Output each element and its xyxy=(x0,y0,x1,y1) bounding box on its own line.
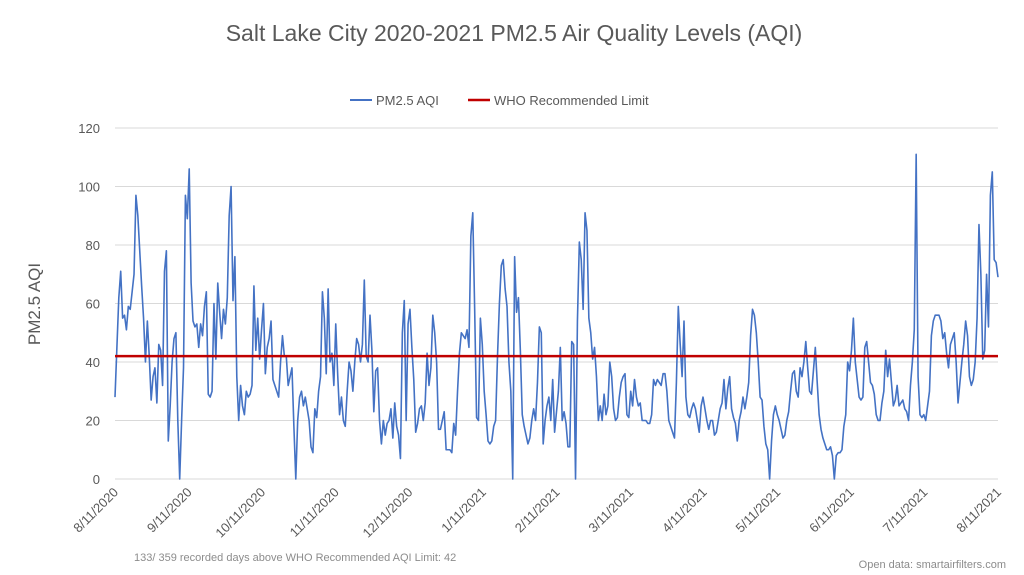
x-tick-label: 9/11/2020 xyxy=(144,485,195,536)
x-tick-label: 11/11/2020 xyxy=(287,485,342,540)
chart-title: Salt Lake City 2020-2021 PM2.5 Air Quali… xyxy=(226,20,803,46)
y-tick-label: 20 xyxy=(86,414,100,429)
series-line-pm25-aqi xyxy=(114,153,999,480)
x-tick-label: 12/11/2020 xyxy=(360,485,416,541)
x-tick-label: 10/11/2020 xyxy=(212,485,268,541)
x-tick-label: 1/11/2021 xyxy=(438,485,489,536)
footer-left-note: 133/ 359 recorded days above WHO Recomme… xyxy=(134,552,456,564)
series-layer xyxy=(114,153,999,480)
x-tick-label: 5/11/2021 xyxy=(733,485,784,536)
y-tick-label: 120 xyxy=(78,121,100,136)
y-axis-ticks: 0 20 40 60 80 100 120 xyxy=(78,121,100,487)
x-tick-label: 4/11/2021 xyxy=(659,485,710,536)
x-tick-label: 3/11/2021 xyxy=(585,485,636,536)
y-tick-label: 80 xyxy=(86,238,100,253)
y-axis-label: PM2.5 AQI xyxy=(25,263,44,345)
x-tick-label: 8/11/2020 xyxy=(70,485,121,536)
legend-label-pm25: PM2.5 AQI xyxy=(376,93,439,108)
x-tick-label: 8/11/2021 xyxy=(953,485,1004,536)
x-tick-label: 6/11/2021 xyxy=(806,485,857,536)
x-tick-label: 2/11/2021 xyxy=(512,485,563,536)
y-tick-label: 40 xyxy=(86,355,100,370)
footer-right-note: Open data: smartairfilters.com xyxy=(859,559,1006,571)
y-tick-label: 0 xyxy=(93,472,100,487)
y-tick-label: 100 xyxy=(78,180,100,195)
gridlines xyxy=(115,127,998,480)
x-tick-label: 7/11/2021 xyxy=(880,485,931,536)
y-tick-label: 60 xyxy=(86,297,100,312)
legend: PM2.5 AQI WHO Recommended Limit xyxy=(350,93,649,108)
legend-label-who: WHO Recommended Limit xyxy=(494,93,649,108)
x-axis-ticks: 8/11/2020 9/11/2020 10/11/2020 11/11/2020 12… xyxy=(70,485,1004,541)
